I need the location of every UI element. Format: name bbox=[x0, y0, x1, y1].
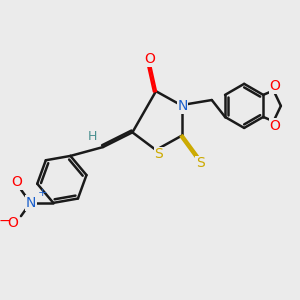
Text: O: O bbox=[270, 79, 280, 93]
Text: O: O bbox=[11, 175, 22, 189]
Text: S: S bbox=[196, 156, 204, 170]
Text: N: N bbox=[26, 196, 37, 210]
Text: S: S bbox=[154, 147, 163, 161]
Text: O: O bbox=[145, 52, 155, 66]
Text: −: − bbox=[0, 214, 11, 227]
Text: O: O bbox=[270, 119, 280, 133]
Text: N: N bbox=[177, 99, 188, 113]
Text: O: O bbox=[7, 217, 18, 230]
Text: +: + bbox=[38, 188, 47, 198]
Text: H: H bbox=[88, 130, 98, 143]
